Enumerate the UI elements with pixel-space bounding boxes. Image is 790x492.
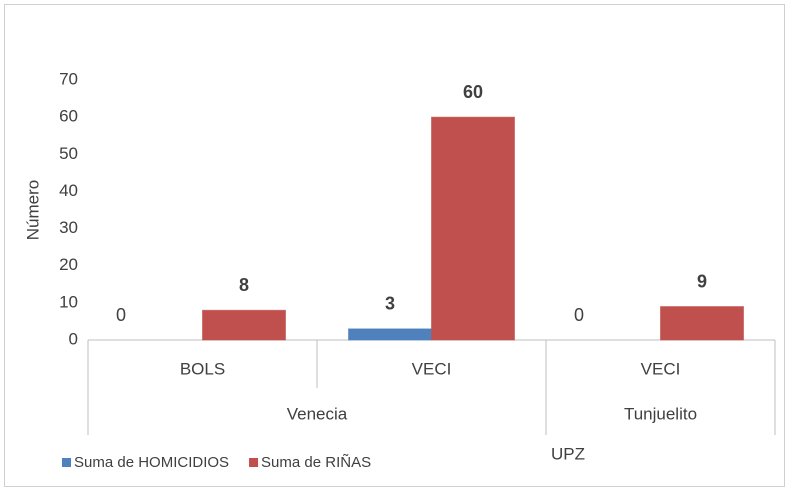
- x-axis-label: UPZ: [551, 444, 585, 463]
- y-tick-label: 70: [59, 69, 78, 88]
- data-label: 0: [574, 305, 584, 325]
- y-tick-label: 50: [59, 144, 78, 163]
- legend-swatch: [62, 458, 71, 467]
- legend-label: Suma de RIÑAS: [261, 454, 371, 471]
- data-label: 8: [239, 275, 249, 295]
- y-tick-label: 0: [69, 329, 78, 348]
- group-label: Tunjuelito: [624, 404, 697, 423]
- bar: [348, 328, 432, 341]
- bar: [431, 116, 515, 341]
- y-tick-label: 60: [59, 107, 78, 126]
- legend-swatch: [249, 458, 259, 467]
- legend-label: Suma de HOMICIDIOS: [74, 454, 229, 471]
- y-tick-label: 40: [59, 181, 78, 200]
- y-tick-label: 20: [59, 255, 78, 274]
- y-axis-label: Número: [23, 180, 42, 240]
- chart-border: [4, 4, 785, 487]
- group-label: Venecia: [287, 404, 348, 423]
- y-tick-label: 30: [59, 218, 78, 237]
- bar: [660, 306, 744, 341]
- data-label: 9: [697, 271, 707, 291]
- data-label: 60: [463, 82, 483, 102]
- x-tick-label: BOLS: [180, 359, 225, 378]
- x-tick-label: VECI: [641, 359, 681, 378]
- y-tick-label: 10: [59, 292, 78, 311]
- data-label: 3: [385, 294, 395, 314]
- x-tick-label: VECI: [412, 359, 452, 378]
- data-label: 0: [116, 305, 126, 325]
- bar: [202, 309, 286, 341]
